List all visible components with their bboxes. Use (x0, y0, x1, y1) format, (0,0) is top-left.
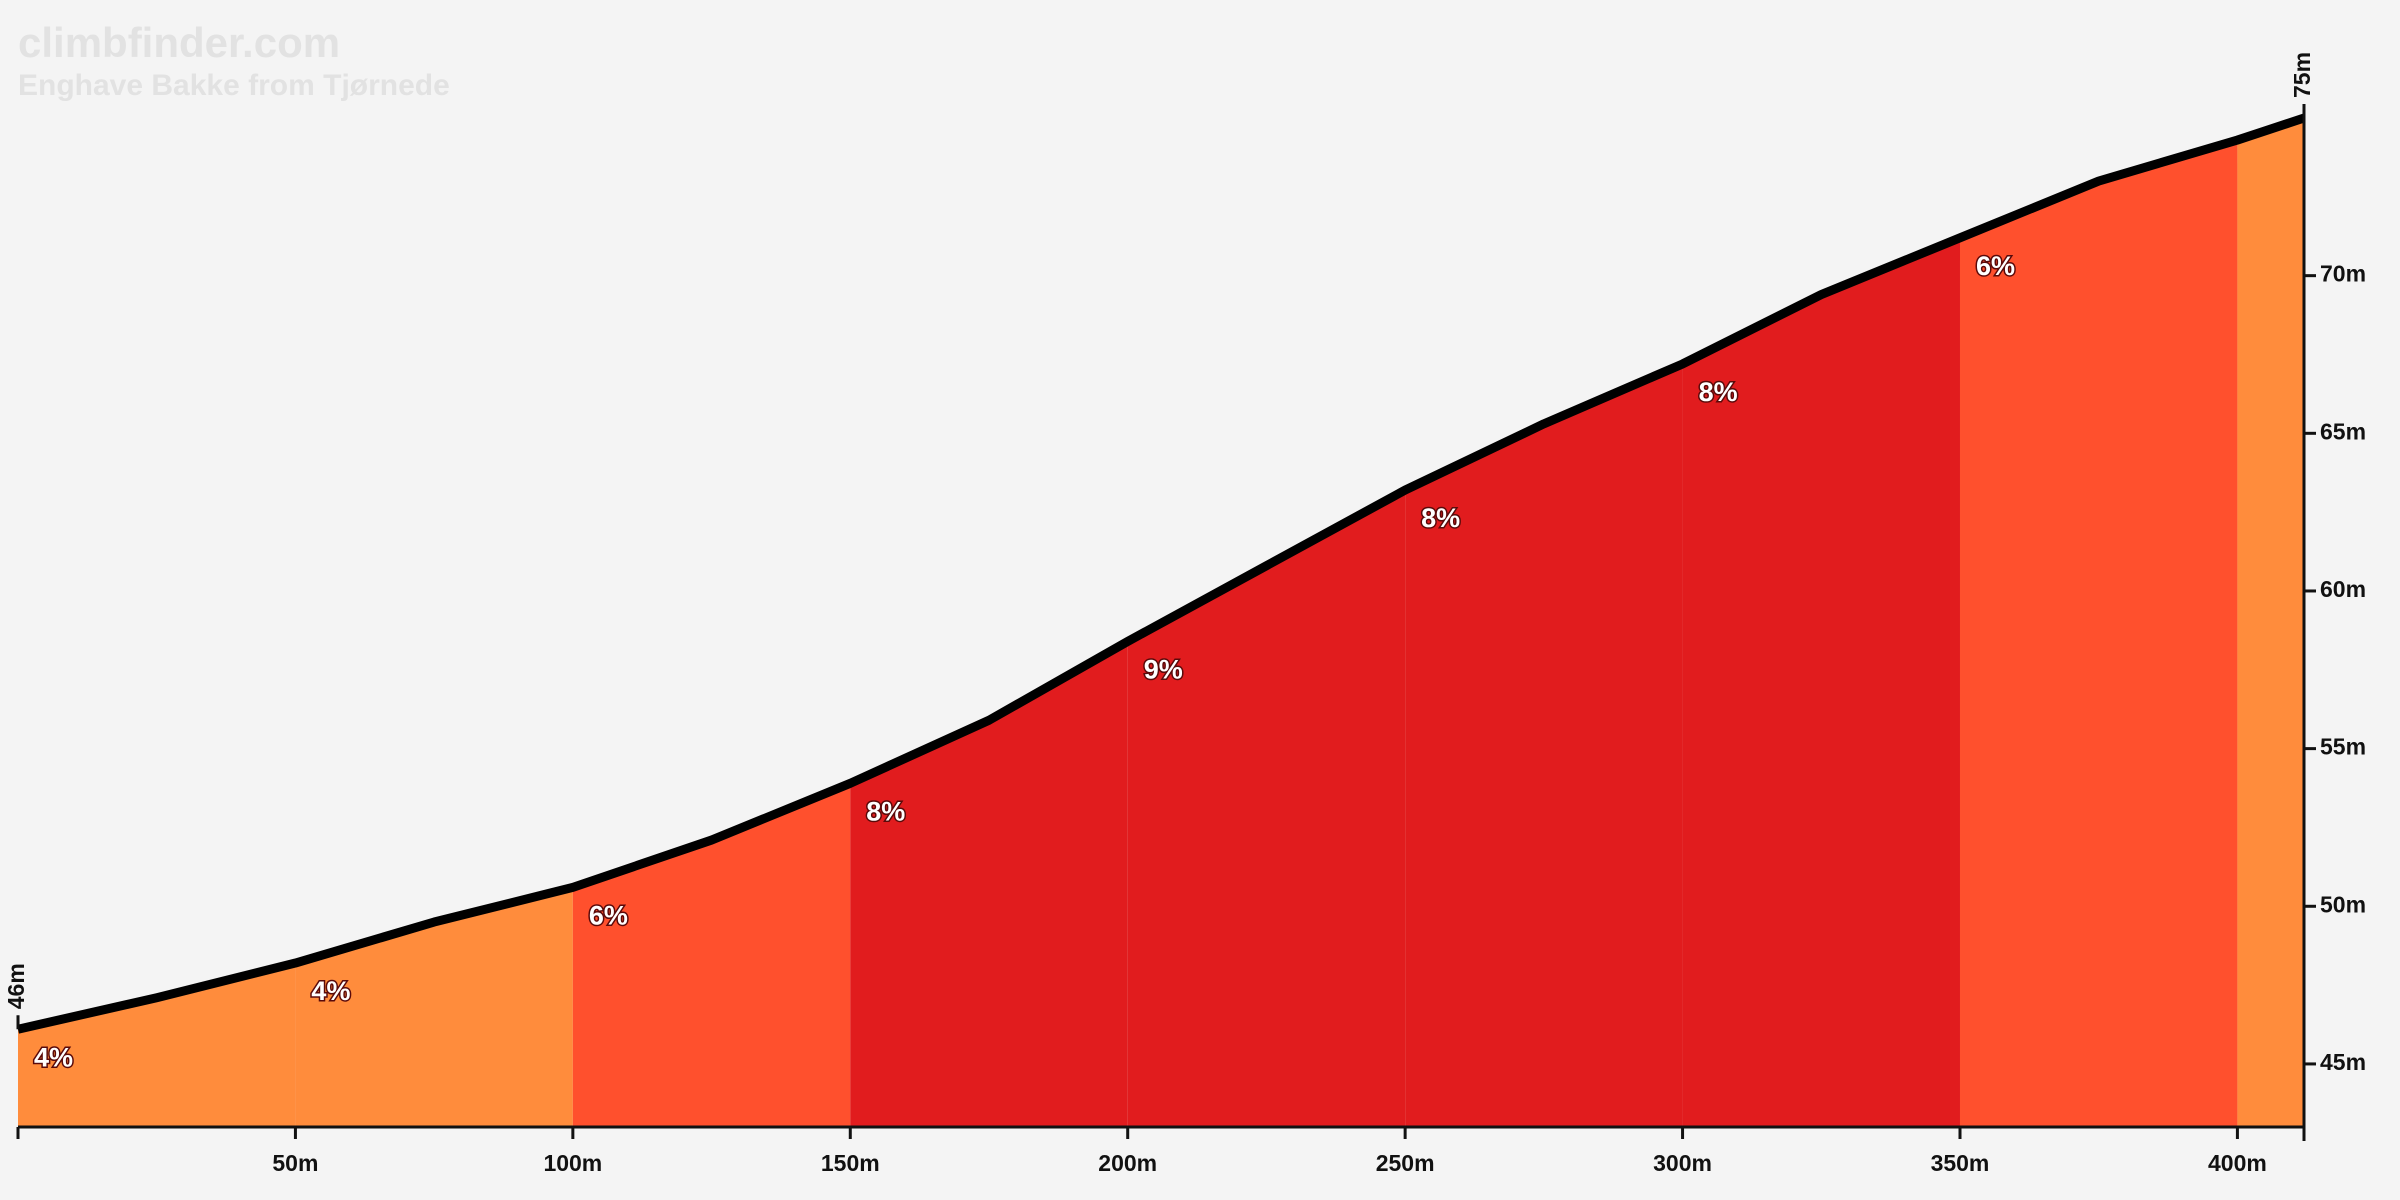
y-tick-label: 45m (2320, 1049, 2366, 1075)
chart-subtitle: Enghave Bakke from Tjørnede (18, 69, 450, 102)
gradient-label: 6% (1976, 251, 2015, 281)
x-tick-label: 400m (2208, 1150, 2267, 1176)
gradient-label: 8% (866, 796, 905, 826)
gradient-label: 6% (589, 900, 628, 930)
x-tick-label: 100m (543, 1150, 602, 1176)
x-tick-label: 200m (1098, 1150, 1157, 1176)
gradient-label: 9% (1144, 655, 1183, 685)
x-tick-label: 300m (1653, 1150, 1712, 1176)
gradient-segment (1959, 140, 2238, 1127)
endpoint-label: 75m (2289, 52, 2315, 98)
x-tick-label: 50m (272, 1150, 318, 1176)
gradient-segment (1682, 237, 1960, 1128)
chart-title: climbfinder.com (18, 19, 340, 66)
gradient-segment (2237, 118, 2304, 1127)
gradient-segment (18, 963, 296, 1127)
gradient-segment (1405, 363, 1683, 1128)
gradient-label: 8% (1699, 377, 1738, 407)
y-tick-label: 65m (2320, 418, 2366, 444)
x-tick-label: 250m (1376, 1150, 1435, 1176)
y-tick-label: 70m (2320, 261, 2366, 287)
x-tick-label: 350m (1931, 1150, 1990, 1176)
y-tick-label: 55m (2320, 734, 2366, 760)
elevation-line (17, 113, 2306, 1034)
gradient-segment (572, 783, 851, 1127)
endpoint-label: 46m (3, 963, 29, 1009)
gradient-label: 8% (1421, 503, 1460, 533)
gradient-segment (850, 641, 1128, 1127)
gradient-label: 4% (34, 1042, 73, 1072)
gradient-segment (295, 887, 573, 1127)
x-tick-label: 150m (821, 1150, 880, 1176)
gradient-label: 4% (311, 976, 350, 1006)
y-tick-label: 60m (2320, 576, 2366, 602)
y-tick-label: 50m (2320, 891, 2366, 917)
gradient-segment (1127, 490, 1406, 1128)
